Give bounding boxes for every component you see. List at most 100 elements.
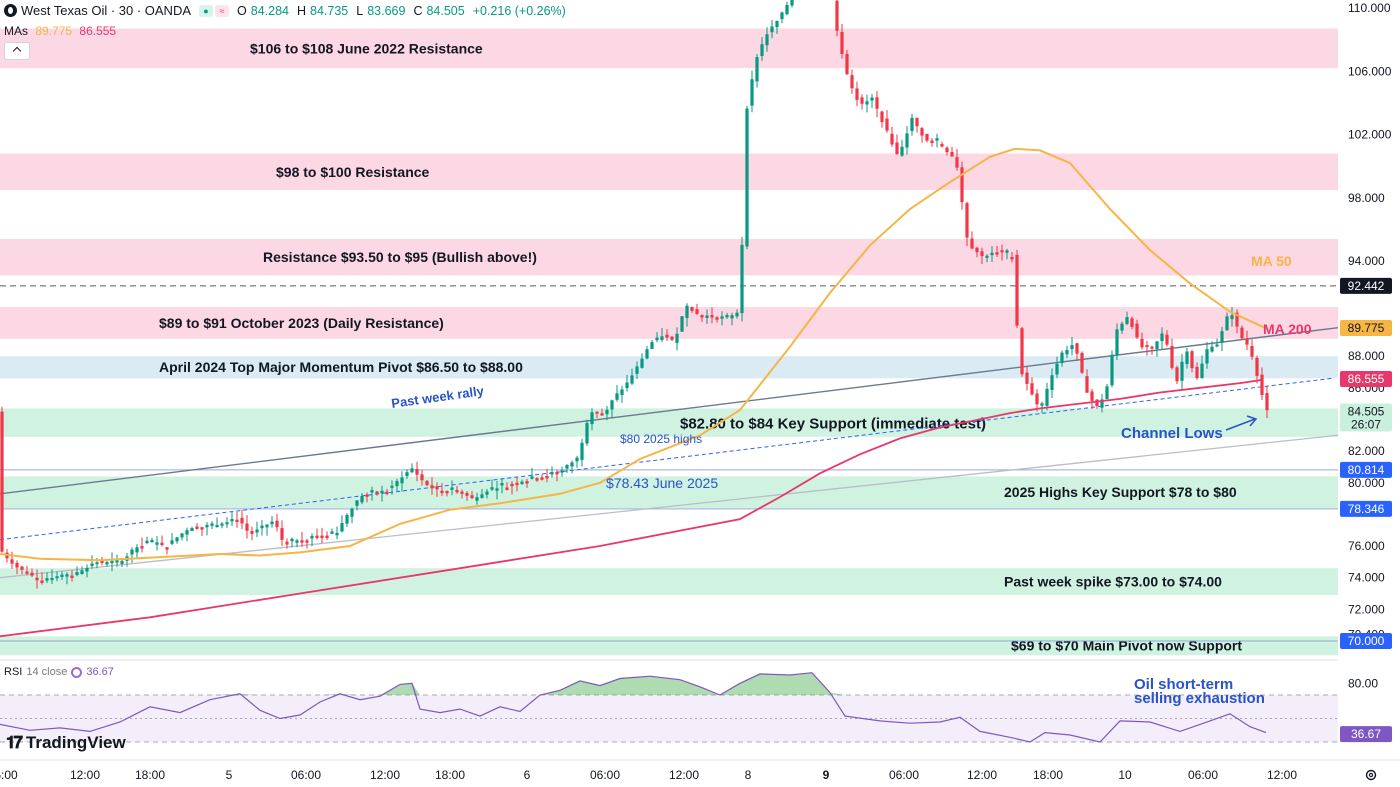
candle-body bbox=[295, 540, 299, 543]
candle-body bbox=[1095, 399, 1099, 407]
tradingview-logo[interactable]: 𝟏𝟕 TradingView bbox=[6, 733, 126, 753]
candle-body bbox=[895, 142, 899, 155]
candle-body bbox=[1180, 361, 1184, 381]
candle-body bbox=[925, 133, 929, 141]
zone-label: $98 to $100 Resistance bbox=[276, 164, 430, 180]
candle-body bbox=[525, 481, 529, 484]
price-tick-label: 88.000 bbox=[1348, 349, 1385, 363]
candle-body bbox=[1200, 363, 1204, 378]
candle-body bbox=[660, 336, 664, 340]
collapse-legend-button[interactable] bbox=[4, 42, 30, 60]
candle-body bbox=[135, 547, 139, 553]
candle-body bbox=[1085, 376, 1089, 393]
candle-body bbox=[1160, 333, 1164, 342]
candle-body bbox=[1175, 367, 1179, 382]
candle-body bbox=[555, 472, 559, 475]
rsi-extreme-fill bbox=[830, 692, 845, 695]
candle-body bbox=[1130, 318, 1134, 327]
candle-body bbox=[975, 247, 979, 253]
zone-label: $82.80 to $84 Key Support (immediate tes… bbox=[680, 416, 986, 433]
mas-legend[interactable]: MAs 89.775 86.555 bbox=[4, 24, 116, 38]
candle-body bbox=[185, 530, 189, 535]
rsi-tick-label: 80.00 bbox=[1348, 676, 1378, 690]
candle-body bbox=[915, 118, 919, 127]
candle-body bbox=[1105, 386, 1109, 399]
tradingview-wordmark: TradingView bbox=[25, 733, 126, 752]
candle-body bbox=[785, 5, 789, 15]
candle-body bbox=[1135, 323, 1139, 338]
symbol-title[interactable]: West Texas Oil · 30 · OANDA bbox=[21, 3, 192, 18]
candle-body bbox=[885, 118, 889, 131]
candle-body bbox=[1020, 328, 1024, 375]
candle-body bbox=[425, 480, 429, 486]
candle-body bbox=[140, 546, 144, 549]
candle-body bbox=[1055, 363, 1059, 375]
rsi-indicator-icon bbox=[71, 666, 83, 678]
candle-body bbox=[390, 485, 394, 488]
zone-label: $106 to $108 June 2022 Resistance bbox=[250, 40, 483, 56]
mas-label: MAs bbox=[4, 24, 28, 38]
candle-body bbox=[1225, 316, 1229, 331]
level-tag bbox=[1340, 461, 1392, 478]
annotation-rsi-exhaustion: Oil short-term bbox=[1134, 676, 1233, 693]
candle-body bbox=[1140, 338, 1144, 348]
candle-body bbox=[665, 334, 669, 338]
candle-body bbox=[970, 238, 974, 249]
settings-gear-icon[interactable] bbox=[1364, 768, 1378, 782]
candle-body bbox=[340, 523, 344, 532]
candle-body bbox=[870, 97, 874, 101]
candle-body bbox=[90, 563, 94, 566]
candle-body bbox=[1155, 341, 1159, 350]
candle-body bbox=[1260, 374, 1264, 395]
candle-body bbox=[230, 518, 234, 522]
rsi-value-tag-label: 36.67 bbox=[1351, 727, 1381, 741]
candle-body bbox=[55, 576, 59, 579]
close-value: 84.505 bbox=[426, 3, 465, 18]
candle-body bbox=[670, 336, 674, 340]
price-tick-label: 106.000 bbox=[1348, 64, 1392, 78]
candle-body bbox=[145, 540, 149, 544]
rsi-extreme-fill bbox=[790, 672, 812, 695]
candle-body bbox=[495, 488, 499, 491]
candle-body bbox=[380, 490, 384, 494]
level-tag-label: 78.346 bbox=[1348, 502, 1385, 516]
candle-body bbox=[705, 315, 709, 318]
channel-lows-arrow bbox=[1225, 415, 1258, 431]
candle-body bbox=[750, 79, 754, 106]
candle-body bbox=[1240, 327, 1244, 339]
rsi-line bbox=[0, 672, 1267, 743]
candle-body bbox=[550, 472, 554, 475]
zone-support bbox=[0, 476, 1338, 509]
zone-label: Resistance $93.50 to $95 (Bullish above!… bbox=[263, 249, 537, 265]
time-tick-label: 12:00 bbox=[669, 768, 699, 782]
zone-resistance bbox=[0, 307, 1338, 339]
candle-body bbox=[1185, 351, 1189, 364]
candle-body bbox=[1015, 254, 1019, 326]
candle-body bbox=[1065, 349, 1069, 355]
candle-body bbox=[400, 477, 404, 484]
rsi-legend[interactable]: RSI 14 close 36.67 bbox=[4, 666, 114, 678]
candle-body bbox=[855, 88, 859, 100]
time-tick-label: 06:00 bbox=[291, 768, 321, 782]
candle-body bbox=[1090, 391, 1094, 401]
candle-body bbox=[595, 411, 599, 414]
price-tick-label: 102.000 bbox=[1348, 128, 1392, 142]
time-tick-label: 5 bbox=[226, 768, 233, 782]
annotation-past-week-rally: Past week rally bbox=[390, 383, 485, 411]
candle-body bbox=[450, 487, 454, 490]
annotation-june-2025: $78.43 June 2025 bbox=[606, 475, 718, 491]
candle-body bbox=[375, 491, 379, 494]
candle-body bbox=[485, 491, 489, 495]
price-tick-label: 76.000 bbox=[1348, 539, 1385, 553]
price-tick-label: 98.000 bbox=[1348, 191, 1385, 205]
candle-body bbox=[585, 423, 589, 444]
rsi-extreme-fill bbox=[620, 676, 650, 695]
candle-body bbox=[225, 522, 229, 525]
candle-body bbox=[1075, 343, 1079, 354]
zone-label: Past week spike $73.00 to $74.00 bbox=[1004, 574, 1222, 590]
status-pill[interactable]: ● ≈ bbox=[199, 4, 230, 17]
candle-body bbox=[945, 147, 949, 153]
price-tick-label: 82.000 bbox=[1348, 444, 1385, 458]
rsi-params: 14 close bbox=[26, 666, 68, 678]
